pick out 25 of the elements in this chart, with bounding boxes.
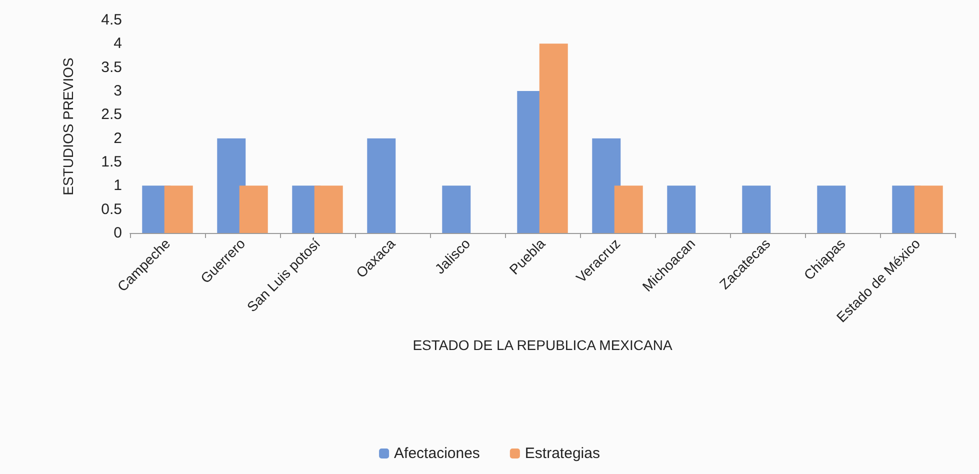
y-tick-label: 3.5 bbox=[101, 58, 122, 76]
bar bbox=[164, 186, 193, 233]
y-tick-label: 0.5 bbox=[101, 200, 122, 218]
bar bbox=[817, 186, 846, 233]
y-axis-title: ESTUDIOS PREVIOS bbox=[60, 58, 76, 196]
y-tick-label: 4 bbox=[114, 35, 122, 52]
bar bbox=[614, 186, 643, 233]
y-tick-label: 2 bbox=[114, 130, 122, 147]
bar bbox=[914, 186, 943, 233]
bar bbox=[314, 186, 343, 233]
bar bbox=[539, 44, 568, 233]
y-tick-label: 4.5 bbox=[101, 12, 122, 28]
y-tick-label: 1 bbox=[114, 177, 122, 194]
bar bbox=[239, 186, 268, 233]
y-tick-label: 1.5 bbox=[101, 154, 122, 170]
bar bbox=[742, 186, 771, 233]
legend-label: Afectaciones bbox=[394, 445, 480, 462]
bar bbox=[442, 186, 471, 233]
y-tick-label: 0 bbox=[114, 224, 122, 242]
bar bbox=[367, 138, 396, 233]
legend-label: Estrategias bbox=[524, 445, 600, 462]
y-tick-label: 3 bbox=[114, 82, 122, 100]
x-axis-title: ESTADO DE LA REPUBLICA MEXICANA bbox=[412, 337, 673, 353]
y-tick-label: 2.5 bbox=[101, 106, 122, 124]
bar bbox=[667, 186, 696, 233]
